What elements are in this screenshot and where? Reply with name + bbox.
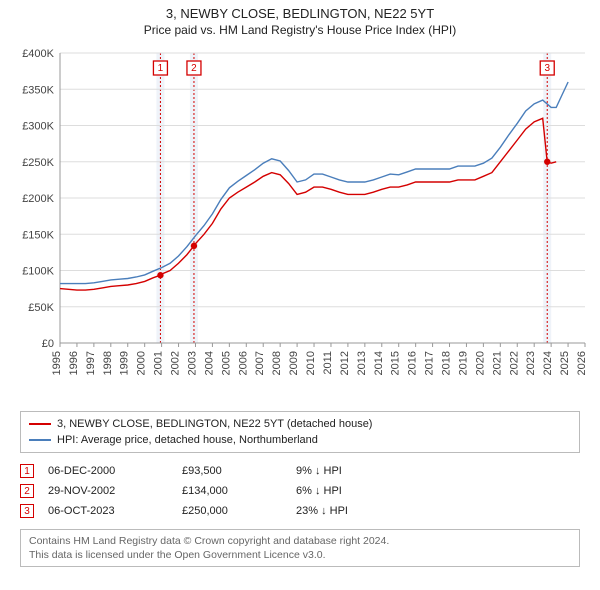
- table-row: 1 06-DEC-2000 £93,500 9% ↓ HPI: [20, 461, 580, 481]
- svg-text:2023: 2023: [525, 351, 537, 375]
- svg-text:2017: 2017: [424, 351, 436, 375]
- svg-text:2013: 2013: [356, 351, 368, 375]
- svg-text:2002: 2002: [170, 351, 182, 375]
- marker-pct: 23% ↓ HPI: [296, 505, 386, 517]
- svg-text:2001: 2001: [153, 351, 165, 375]
- svg-text:2000: 2000: [136, 351, 148, 375]
- svg-text:2020: 2020: [474, 351, 486, 375]
- chart-svg: £0 £50K £100K £150K £200K £250K £300K £350K £400…: [10, 43, 590, 403]
- svg-text:1998: 1998: [102, 351, 114, 375]
- svg-text:£50K: £50K: [28, 302, 54, 314]
- legend-row: 3, NEWBY CLOSE, BEDLINGTON, NE22 5YT (de…: [29, 416, 571, 432]
- svg-text:2016: 2016: [407, 351, 419, 375]
- svg-text:2025: 2025: [559, 351, 571, 375]
- svg-text:1: 1: [158, 63, 164, 74]
- marker-badge: 1: [20, 464, 34, 478]
- svg-text:£0: £0: [42, 338, 54, 350]
- marker-pct: 9% ↓ HPI: [296, 465, 386, 477]
- legend-label: HPI: Average price, detached house, Nort…: [57, 434, 318, 446]
- legend-label: 3, NEWBY CLOSE, BEDLINGTON, NE22 5YT (de…: [57, 418, 372, 430]
- table-row: 2 29-NOV-2002 £134,000 6% ↓ HPI: [20, 481, 580, 501]
- svg-text:2024: 2024: [542, 351, 554, 375]
- svg-text:2021: 2021: [491, 351, 503, 375]
- svg-text:£100K: £100K: [22, 266, 54, 278]
- svg-text:£150K: £150K: [22, 229, 54, 241]
- svg-text:2018: 2018: [441, 351, 453, 375]
- credits-line: Contains HM Land Registry data © Crown c…: [29, 534, 571, 548]
- svg-text:3: 3: [544, 63, 550, 74]
- svg-text:2008: 2008: [271, 351, 283, 375]
- marker-price: £250,000: [182, 505, 282, 517]
- marker-table: 1 06-DEC-2000 £93,500 9% ↓ HPI 2 29-NOV-…: [20, 461, 580, 521]
- legend-swatch-blue: [29, 439, 51, 441]
- legend-swatch-red: [29, 423, 51, 425]
- chart-title: 3, NEWBY CLOSE, BEDLINGTON, NE22 5YT: [10, 6, 590, 21]
- svg-text:1997: 1997: [85, 351, 97, 375]
- marker-badge: 2: [20, 484, 34, 498]
- legend-row: HPI: Average price, detached house, Nort…: [29, 432, 571, 448]
- svg-text:2010: 2010: [305, 351, 317, 375]
- svg-text:2006: 2006: [237, 351, 249, 375]
- svg-text:£350K: £350K: [22, 84, 54, 96]
- svg-text:£250K: £250K: [22, 157, 54, 169]
- chart-subtitle: Price paid vs. HM Land Registry's House …: [10, 23, 590, 37]
- svg-text:1996: 1996: [68, 351, 80, 375]
- svg-text:2009: 2009: [288, 351, 300, 375]
- svg-text:2014: 2014: [373, 351, 385, 375]
- svg-text:£300K: £300K: [22, 121, 54, 133]
- svg-text:2015: 2015: [390, 351, 402, 375]
- legend: 3, NEWBY CLOSE, BEDLINGTON, NE22 5YT (de…: [20, 411, 580, 453]
- credits: Contains HM Land Registry data © Crown c…: [20, 529, 580, 567]
- svg-text:2007: 2007: [254, 351, 266, 375]
- marker-date: 29-NOV-2002: [48, 485, 168, 497]
- marker-date: 06-OCT-2023: [48, 505, 168, 517]
- svg-text:2: 2: [191, 63, 197, 74]
- marker-price: £93,500: [182, 465, 282, 477]
- svg-text:2005: 2005: [220, 351, 232, 375]
- svg-text:£400K: £400K: [22, 48, 54, 60]
- svg-text:1999: 1999: [119, 351, 131, 375]
- chart: £0 £50K £100K £150K £200K £250K £300K £350K £400…: [10, 43, 590, 403]
- marker-price: £134,000: [182, 485, 282, 497]
- table-row: 3 06-OCT-2023 £250,000 23% ↓ HPI: [20, 501, 580, 521]
- marker-pct: 6% ↓ HPI: [296, 485, 386, 497]
- svg-text:£200K: £200K: [22, 193, 54, 205]
- marker-badge: 3: [20, 504, 34, 518]
- svg-text:1995: 1995: [51, 351, 63, 375]
- svg-text:2022: 2022: [508, 351, 520, 375]
- svg-text:2011: 2011: [322, 351, 334, 375]
- svg-text:2019: 2019: [457, 351, 469, 375]
- page: 3, NEWBY CLOSE, BEDLINGTON, NE22 5YT Pri…: [0, 0, 600, 590]
- svg-text:2026: 2026: [576, 351, 588, 375]
- credits-line: This data is licensed under the Open Gov…: [29, 548, 571, 562]
- marker-date: 06-DEC-2000: [48, 465, 168, 477]
- svg-text:2003: 2003: [186, 351, 198, 375]
- svg-text:2004: 2004: [203, 351, 215, 375]
- svg-text:2012: 2012: [339, 351, 351, 375]
